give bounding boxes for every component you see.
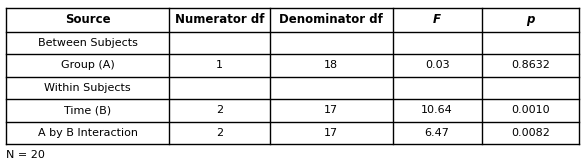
Text: 17: 17 (324, 128, 338, 138)
Text: Numerator df: Numerator df (175, 13, 264, 26)
Text: N = 20: N = 20 (6, 150, 45, 160)
Text: 2: 2 (216, 128, 223, 138)
Text: Source: Source (65, 13, 111, 26)
Text: 6.47: 6.47 (425, 128, 450, 138)
Text: 0.0082: 0.0082 (511, 128, 550, 138)
Text: Denominator df: Denominator df (279, 13, 383, 26)
Text: p: p (526, 13, 535, 26)
Text: 18: 18 (324, 60, 338, 70)
Text: A by B Interaction: A by B Interaction (37, 128, 137, 138)
Text: Group (A): Group (A) (61, 60, 115, 70)
Text: Between Subjects: Between Subjects (37, 38, 137, 48)
Text: 0.8632: 0.8632 (511, 60, 550, 70)
Text: 0.0010: 0.0010 (511, 105, 549, 115)
Text: 10.64: 10.64 (421, 105, 453, 115)
Text: 1: 1 (216, 60, 223, 70)
Text: Within Subjects: Within Subjects (44, 83, 131, 93)
Text: 0.03: 0.03 (425, 60, 449, 70)
Text: Time (B): Time (B) (64, 105, 111, 115)
Text: F: F (433, 13, 441, 26)
Text: 2: 2 (216, 105, 223, 115)
Text: 17: 17 (324, 105, 338, 115)
